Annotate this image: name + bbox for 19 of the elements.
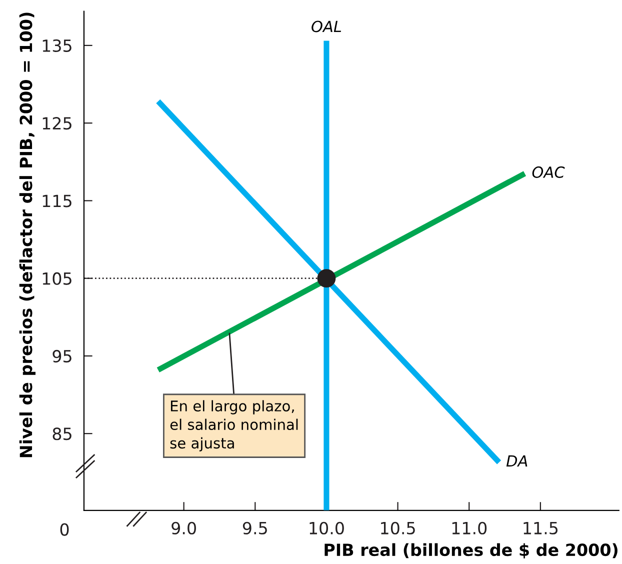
- y-tick-label: 125: [42, 117, 72, 130]
- x-tick-label: 9.0: [172, 522, 196, 534]
- y-tick-label: 95: [52, 350, 72, 363]
- y-tick-label: 115: [42, 194, 72, 208]
- x-tick-label: 10.0: [310, 522, 344, 534]
- x-tick-label: 9.5: [242, 522, 267, 534]
- text: 0: [60, 523, 69, 536]
- series-label: OAL: [312, 20, 342, 32]
- y-tick-label: 135: [42, 39, 72, 52]
- x-tick-label: 10.5: [381, 522, 415, 534]
- x-tick-label: 11.0: [452, 522, 487, 534]
- x-tick-label: 11.5: [524, 522, 558, 534]
- annotation: En el largo plazo, el salario nominal se ajusta: [170, 400, 298, 452]
- series-label: DA: [506, 455, 528, 467]
- y-axis-title: Nivel de precios (deflactor del PIB, 2000 = 100): [19, 12, 36, 458]
- series-label: OAC: [532, 166, 565, 178]
- y-tick-label: 105: [42, 272, 72, 285]
- y-tick-label: 85: [52, 428, 72, 440]
- x-axis-title: PIB real (billones de $ de 2000): [324, 543, 618, 558]
